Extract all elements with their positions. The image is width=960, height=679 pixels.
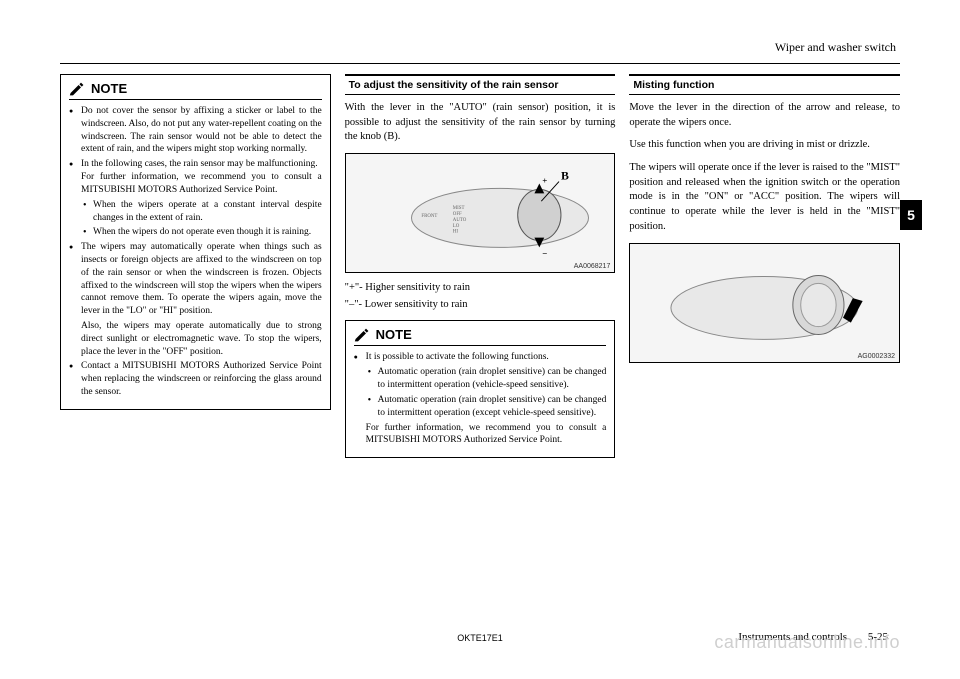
figure-rain-sensor: + − B MIST OFF AUTO LO HI FRONT AA006821… — [345, 153, 616, 273]
sub-list: When the wipers operate at a constant in… — [81, 199, 322, 239]
sub-list: Automatic operation (rain droplet sensit… — [366, 366, 607, 419]
svg-text:OFF: OFF — [452, 212, 461, 217]
svg-text:FRONT: FRONT — [421, 214, 437, 219]
column-1: NOTE Do not cover the sensor by affixing… — [60, 74, 331, 458]
sub-item: Automatic operation (rain droplet sensit… — [366, 394, 607, 420]
plus-line: "+"- Higher sensitivity to rain — [345, 281, 616, 296]
note-box-1: NOTE Do not cover the sensor by affixing… — [60, 74, 331, 410]
note-list-1: Do not cover the sensor by affixing a st… — [69, 105, 322, 399]
note-title: NOTE — [91, 81, 127, 96]
note-box-2: NOTE It is possible to activate the foll… — [345, 320, 616, 458]
sub-item: Automatic operation (rain droplet sensit… — [366, 366, 607, 392]
list-item: The wipers may automatically operate whe… — [69, 241, 322, 358]
svg-text:MIST: MIST — [452, 206, 464, 211]
column-2: To adjust the sensitivity of the rain se… — [345, 74, 616, 458]
list-item: It is possible to activate the following… — [354, 351, 607, 447]
svg-text:−: − — [542, 248, 547, 258]
list-item: Do not cover the sensor by affixing a st… — [69, 105, 322, 156]
footer-code: OKTE17E1 — [457, 633, 503, 643]
label-b: B — [561, 169, 569, 183]
section-heading: To adjust the sensitivity of the rain se… — [345, 74, 616, 95]
sub-item: When the wipers operate at a constant in… — [81, 199, 322, 225]
content-columns: NOTE Do not cover the sensor by affixing… — [60, 74, 900, 458]
svg-text:LO: LO — [452, 224, 459, 229]
pencil-icon — [69, 82, 85, 96]
figure-code: AG0002332 — [858, 353, 895, 360]
note-list-2: It is possible to activate the following… — [354, 351, 607, 447]
p1: Move the lever in the direction of the a… — [629, 101, 900, 130]
note-after: For further information, we recommend yo… — [366, 422, 607, 448]
pencil-icon — [354, 328, 370, 342]
svg-text:+: + — [542, 176, 547, 186]
note-header: NOTE — [69, 81, 322, 100]
header-rule — [60, 63, 900, 64]
p2: Use this function when you are driving i… — [629, 138, 900, 153]
page-tab: 5 — [900, 200, 922, 230]
section-heading: Misting function — [629, 74, 900, 95]
figure-misting: AG0002332 — [629, 243, 900, 363]
tab-number: 5 — [907, 207, 915, 223]
p3: The wipers will operate once if the leve… — [629, 161, 900, 234]
list-item: In the following cases, the rain sensor … — [69, 158, 322, 239]
minus-line: "–"- Lower sensitivity to rain — [345, 298, 616, 313]
header-title: Wiper and washer switch — [775, 40, 896, 54]
list-item: Contact a MITSUBISHI MOTORS Authorized S… — [69, 360, 322, 398]
watermark: carmanualsonline.info — [714, 632, 900, 653]
note-title: NOTE — [376, 327, 412, 342]
list-after: For further information, we recommend yo… — [81, 171, 322, 197]
list-after: Also, the wipers may operate automatical… — [81, 320, 322, 358]
figure-code: AA0068217 — [574, 263, 611, 270]
svg-text:HI: HI — [452, 230, 458, 235]
intro-text: With the lever in the "AUTO" (rain senso… — [345, 101, 616, 145]
page-header: Wiper and washer switch — [60, 40, 900, 55]
svg-text:AUTO: AUTO — [452, 218, 466, 223]
sub-item: When the wipers do not operate even thou… — [81, 226, 322, 239]
note-header: NOTE — [354, 327, 607, 346]
column-3: Misting function Move the lever in the d… — [629, 74, 900, 458]
